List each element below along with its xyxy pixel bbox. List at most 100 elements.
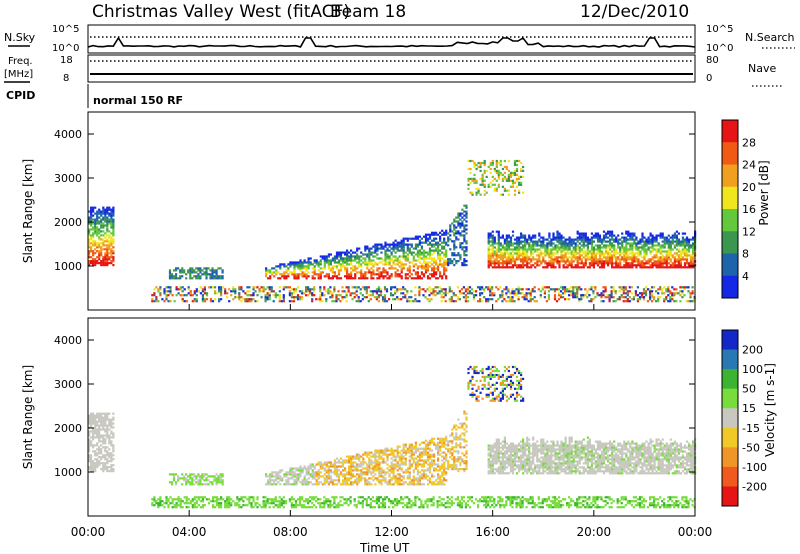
power-cell [596, 294, 599, 297]
power-cell [509, 179, 513, 182]
velocity-cell [545, 504, 548, 507]
power-cell [272, 290, 275, 293]
velocity-cell [547, 504, 550, 507]
power-cell [659, 246, 662, 249]
power-cell [623, 240, 626, 243]
power-cell [384, 241, 387, 244]
velocity-cell [596, 504, 599, 507]
velocity-cell [199, 477, 202, 480]
power-cell [232, 290, 235, 293]
power-cell [215, 277, 218, 280]
power-cell [613, 266, 616, 269]
power-cell [566, 288, 569, 291]
power-cell [94, 218, 97, 221]
power-cell [283, 265, 286, 268]
velocity-cell [323, 502, 326, 505]
power-cell [307, 290, 310, 293]
power-cell [435, 241, 438, 244]
velocity-cell [102, 420, 105, 423]
power-cell [685, 240, 689, 243]
power-cell [283, 263, 286, 266]
power-cell [250, 298, 253, 301]
power-cell [430, 292, 433, 295]
velocity-cell [685, 500, 688, 503]
velocity-cell [586, 506, 589, 509]
power-cell [689, 260, 693, 263]
power-cell [607, 240, 610, 243]
power-cell [619, 252, 622, 255]
power-cell [526, 254, 529, 257]
velocity-cell [379, 502, 383, 505]
power-cell [576, 236, 579, 239]
velocity-cell [412, 504, 415, 507]
power-cell [414, 259, 417, 262]
power-cell [584, 252, 587, 255]
power-cell [106, 262, 109, 265]
power-cell [333, 257, 336, 260]
power-cell [576, 266, 579, 269]
power-cell [351, 298, 354, 301]
velocity-cell [181, 477, 184, 480]
power-cell [88, 230, 91, 233]
power-cell [649, 296, 652, 299]
power-cell [558, 262, 561, 265]
velocity-cell [98, 450, 101, 453]
velocity-cell [167, 500, 170, 503]
velocity-cell [406, 496, 409, 499]
power-cell [471, 159, 474, 163]
velocity-cell [671, 504, 674, 507]
velocity-cell [92, 414, 95, 417]
power-cell [576, 230, 579, 233]
velocity-cell [278, 496, 281, 499]
velocity-cell [501, 498, 504, 501]
power-cell [594, 244, 597, 247]
velocity-cell [402, 498, 405, 501]
velocity-cell [224, 502, 227, 505]
power-cell [337, 294, 340, 297]
velocity-cell [396, 498, 399, 501]
power-cell [214, 298, 217, 301]
power-cell [501, 296, 504, 299]
power-cell [570, 262, 573, 265]
power-cell [615, 250, 618, 253]
power-cell [436, 292, 439, 295]
velocity-cell [586, 504, 589, 507]
power-cell [161, 298, 164, 301]
power-cell [467, 183, 470, 186]
velocity-cell [392, 500, 395, 503]
power-cell [501, 252, 504, 255]
power-cell [420, 277, 423, 280]
power-cell [487, 252, 490, 255]
velocity-cell [466, 496, 470, 499]
velocity-cell [663, 502, 666, 505]
power-cell [558, 242, 561, 245]
velocity-cell [349, 496, 352, 499]
power-cell [205, 294, 209, 297]
velocity-cell [655, 506, 658, 509]
velocity-cell [102, 466, 105, 469]
power-cell [453, 242, 456, 245]
power-cell [546, 248, 549, 251]
power-cell [645, 240, 648, 243]
velocity-cell [681, 504, 684, 507]
power-cell [489, 244, 492, 247]
velocity-cell [663, 504, 666, 507]
noise-panel-frame [87, 24, 696, 54]
power-cell [560, 240, 563, 243]
power-cell [544, 262, 547, 265]
power-cell [214, 286, 217, 289]
velocity-cell [559, 506, 563, 509]
power-cell [534, 234, 537, 237]
power-cell [598, 244, 602, 247]
power-cell [578, 262, 581, 265]
power-cell [553, 288, 557, 291]
power-cell [92, 240, 95, 243]
velocity-cell [94, 422, 97, 425]
velocity-cell [489, 506, 492, 509]
power-cell [386, 247, 389, 250]
power-cell [590, 262, 593, 265]
power-cell [600, 240, 604, 243]
velocity-cell [94, 416, 97, 419]
power-cell [270, 288, 273, 291]
velocity-cell [422, 506, 425, 509]
